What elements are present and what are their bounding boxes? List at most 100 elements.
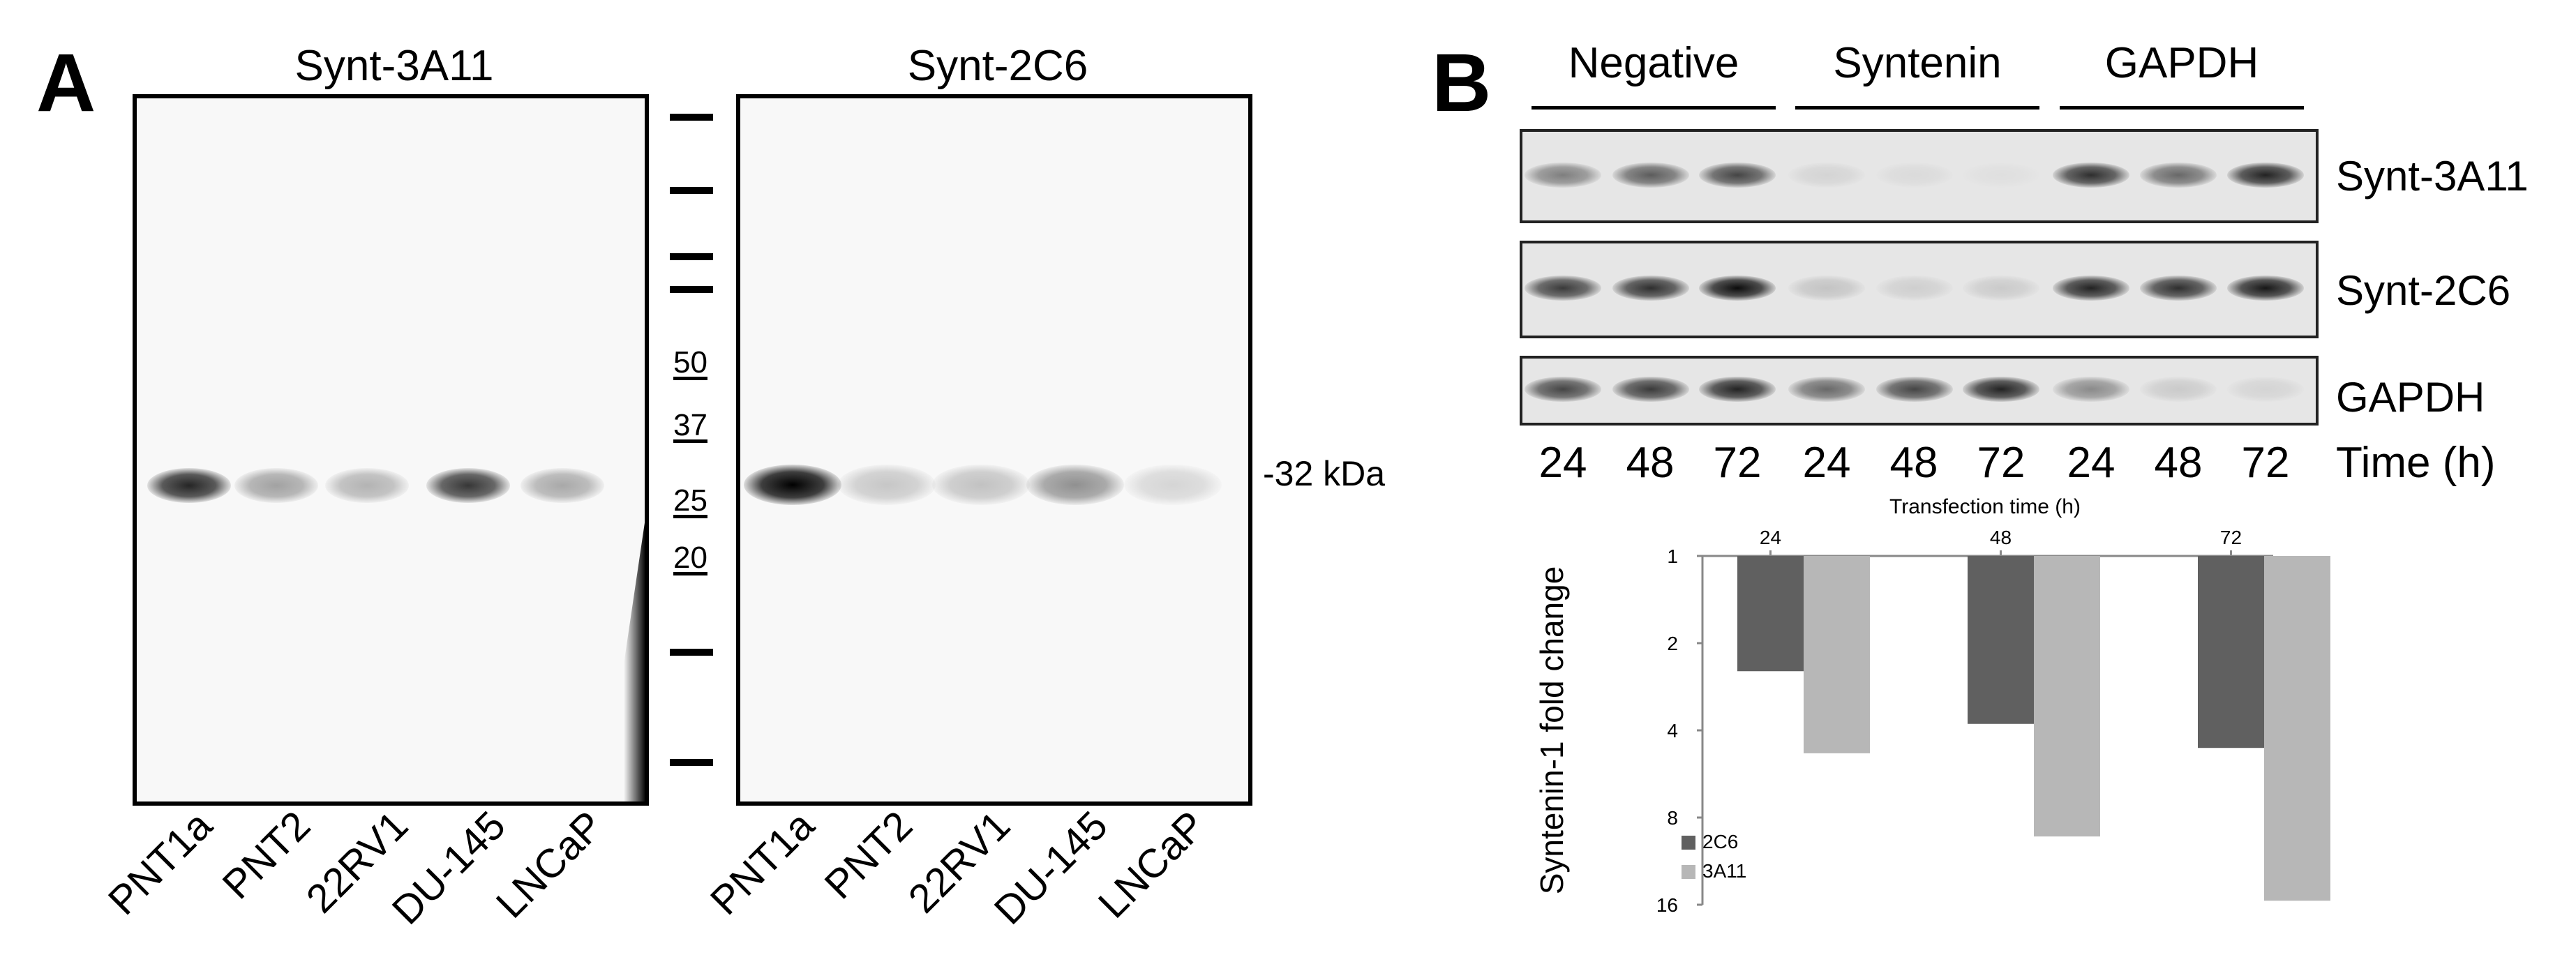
blot-strip-synt-3a11: [1520, 129, 2319, 223]
blot-strip-synt-2c6: [1520, 241, 2319, 338]
lane-label: PNT1a: [702, 802, 823, 924]
bar-2c6: [1737, 556, 1804, 672]
strip-band: [1788, 162, 1865, 188]
y-ticks: 1 2 4 8 16: [1656, 545, 1702, 916]
ladder-mark: [670, 187, 713, 194]
legend: 2C6 3A11: [1682, 831, 1746, 882]
group-label-gapdh: GAPDH: [2104, 39, 2259, 87]
protein-band: [1124, 465, 1222, 505]
bar-2c6: [1968, 556, 2034, 724]
strip-band: [1699, 377, 1776, 402]
protein-band: [932, 465, 1030, 505]
time-point: 48: [1626, 439, 1675, 487]
x-ticks: 24 48 72: [1760, 527, 2242, 556]
row-label-gapdh: GAPDH: [2336, 374, 2485, 421]
ladder-mark: [670, 649, 713, 656]
legend-label: 2C6: [1702, 831, 1738, 852]
x-tick-label: 48: [1990, 527, 2012, 548]
strip-band: [1525, 377, 1601, 402]
y-tick-label: 2: [1667, 633, 1678, 654]
strip-band: [1612, 276, 1689, 301]
protein-band: [325, 468, 409, 503]
row-label-synt-2c6: Synt-2C6: [2336, 267, 2511, 314]
western-blot-3a11: [133, 94, 649, 806]
protein-band: [234, 468, 318, 503]
blot1-title: Synt-3A11: [294, 42, 494, 90]
time-point: 72: [1977, 439, 2025, 487]
bars: [1737, 556, 2330, 901]
strip-band: [2053, 276, 2129, 301]
x-tick-label: 72: [2220, 527, 2242, 548]
strip-band: [1699, 162, 1776, 188]
blot-edge-smear: [603, 522, 645, 801]
strip-band: [1699, 276, 1776, 301]
group-line: [1532, 106, 1776, 110]
strip-band: [2140, 377, 2217, 402]
strip-band: [1963, 162, 2039, 188]
group-label-negative: Negative: [1568, 39, 1739, 87]
group-line: [1795, 106, 2039, 110]
y-tick-label: 8: [1667, 807, 1678, 829]
strip-band: [1525, 276, 1601, 301]
bar-3a11: [2034, 556, 2100, 837]
protein-band: [521, 468, 604, 503]
strip-band: [1876, 276, 1953, 301]
y-axis-title: Syntenin-1 fold change: [1534, 566, 1570, 895]
time-label: Time (h): [2336, 439, 2496, 487]
bar-3a11: [1804, 556, 1870, 753]
time-point: 48: [1889, 439, 1938, 487]
blot-strip-gapdh: [1520, 356, 2319, 426]
lane-label: PNT1a: [100, 802, 221, 924]
group-label-syntenin: Syntenin: [1833, 39, 2002, 87]
protein-band: [838, 465, 936, 505]
legend-swatch: [1682, 836, 1695, 850]
time-point: 72: [2241, 439, 2290, 487]
marker-20: 20: [673, 541, 707, 575]
protein-band: [426, 468, 510, 503]
size-label: -32 kDa: [1263, 454, 1386, 493]
ladder-mark: [670, 114, 713, 121]
strip-band: [2227, 377, 2304, 402]
strip-band: [1788, 276, 1865, 301]
legend-label: 3A11: [1702, 860, 1746, 882]
lane-label: LNCaP: [487, 802, 612, 927]
strip-band: [2227, 162, 2304, 188]
strip-band: [1876, 162, 1953, 188]
marker-37: 37: [673, 408, 707, 442]
y-tick-label: 4: [1667, 720, 1678, 742]
protein-band: [1026, 465, 1124, 505]
bar-2c6: [2198, 556, 2264, 748]
strip-band: [1876, 377, 1953, 402]
strip-band: [1963, 377, 2039, 402]
western-blot-2c6: [736, 94, 1252, 806]
time-point: 24: [1538, 439, 1587, 487]
ladder-mark: [670, 286, 713, 293]
marker-25: 25: [673, 483, 707, 518]
ladder-mark: [670, 759, 713, 766]
ladder-mark: [670, 253, 713, 260]
x-tick-label: 24: [1760, 527, 1781, 548]
strip-band: [1612, 162, 1689, 188]
strip-band: [1788, 377, 1865, 402]
time-point: 48: [2154, 439, 2203, 487]
strip-band: [2140, 162, 2217, 188]
strip-band: [2227, 276, 2304, 301]
strip-band: [1612, 377, 1689, 402]
strip-band: [2053, 377, 2129, 402]
group-line: [2060, 106, 2304, 110]
y-tick-label: 16: [1656, 894, 1678, 916]
blot2-title: Synt-2C6: [907, 42, 1088, 90]
time-point: 24: [1802, 439, 1851, 487]
legend-swatch: [1682, 865, 1695, 879]
protein-band: [147, 468, 231, 503]
lane-label: LNCaP: [1089, 802, 1214, 927]
bar-3a11: [2264, 556, 2330, 901]
strip-band: [2140, 276, 2217, 301]
strip-band: [2053, 162, 2129, 188]
strip-band: [1963, 276, 2039, 301]
marker-50: 50: [673, 345, 707, 379]
time-point: 24: [2067, 439, 2116, 487]
time-point: 72: [1713, 439, 1762, 487]
protein-band: [744, 465, 841, 505]
panel-b-letter: B: [1432, 37, 1492, 129]
